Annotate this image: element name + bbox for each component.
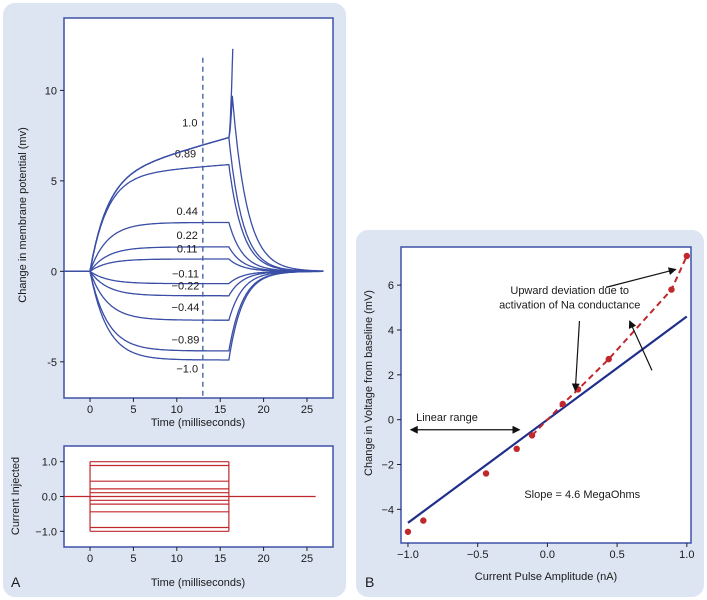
current-x-axis-label: Time (milliseconds) xyxy=(151,577,245,589)
current-x-tick-label: 0 xyxy=(87,553,93,565)
data-point xyxy=(528,432,536,439)
voltage-x-tick-label: 5 xyxy=(130,404,136,416)
data-point xyxy=(420,517,427,524)
current-y-axis-label: Current Injected xyxy=(10,457,22,535)
data-point xyxy=(605,355,612,363)
voltage-trace-label: 1.0 xyxy=(182,118,197,130)
voltage-trace-label: 0.11 xyxy=(177,243,198,255)
iv-y-tick-label: 4 xyxy=(388,325,394,337)
deviation-annotation-line-2: activation of Na conductance xyxy=(499,300,640,312)
iv-y-axis-label: Change in Voltage from baseline (mV) xyxy=(363,290,375,476)
current-plot: 0 5 10 15 20 25 −1.0 0.0 1.0 xyxy=(35,457,316,565)
current-y-tick-label: 1.0 xyxy=(42,457,57,469)
panel-label-a: A xyxy=(11,574,21,590)
panel-label-b: B xyxy=(365,574,374,590)
action-potential-trace xyxy=(64,48,234,272)
voltage-trace-label: −0.22 xyxy=(172,280,200,292)
iv-x-tick-label: 0.0 xyxy=(540,549,555,561)
iv-y-tick-label: −4 xyxy=(381,504,394,516)
data-point xyxy=(668,286,675,293)
voltage-trace-label: −0.44 xyxy=(172,302,200,314)
voltage-trace-label: −0.89 xyxy=(172,335,200,347)
slope-annotation: Slope = 4.6 MegaOhms xyxy=(524,489,640,501)
iv-x-tick-label: −0.5 xyxy=(467,549,489,561)
data-point xyxy=(559,400,566,408)
voltage-trace xyxy=(64,270,324,361)
arrow-to-top-point xyxy=(605,267,677,288)
voltage-x-tick-label: 25 xyxy=(301,404,313,416)
arrow-to-dashed-curve-2 xyxy=(628,320,653,371)
iv-y-tick-label: −2 xyxy=(381,460,394,472)
voltage-y-tick-label: 0 xyxy=(51,266,57,278)
current-x-tick-label: 15 xyxy=(214,553,226,565)
voltage-trace-label: −1.0 xyxy=(176,364,198,376)
voltage-x-tick-label: 20 xyxy=(257,404,269,416)
data-point xyxy=(482,470,490,477)
data-point xyxy=(683,252,691,260)
arrow-to-dashed-curve-1 xyxy=(571,320,581,392)
voltage-trace-label: −0.11 xyxy=(172,269,199,281)
iv-x-tick-label: 0.5 xyxy=(609,549,624,561)
voltage-x-axis-label: Time (milliseconds) xyxy=(151,417,245,429)
iv-plot: −1.0 −0.5 0.0 0.5 1.0 −4 −2 0 2 4 6 Upward deviatio… xyxy=(381,252,694,561)
current-x-tick-label: 10 xyxy=(171,553,183,565)
iv-y-tick-label: 0 xyxy=(388,415,394,427)
data-point xyxy=(404,528,412,535)
voltage-trace-label: 0.22 xyxy=(177,230,198,242)
voltage-x-tick-label: 0 xyxy=(87,404,93,416)
voltage-y-tick-label: 5 xyxy=(51,176,57,188)
iv-x-tick-label: −1.0 xyxy=(397,549,419,561)
voltage-plot-frame xyxy=(63,17,334,399)
voltage-y-axis-label: Change in membrane potential (mv) xyxy=(17,127,29,302)
voltage-y-tick-label: 10 xyxy=(45,85,57,97)
voltage-trace xyxy=(64,163,324,272)
voltage-x-tick-label: 10 xyxy=(171,404,183,416)
linear-range-annotation: Linear range xyxy=(416,412,478,424)
current-x-tick-label: 25 xyxy=(301,553,313,565)
current-x-tick-label: 5 xyxy=(130,553,136,565)
voltage-y-tick-label: -5 xyxy=(47,357,57,369)
current-x-tick-label: 20 xyxy=(257,553,269,565)
iv-y-tick-label: 6 xyxy=(388,280,394,292)
iv-x-tick-label: 1.0 xyxy=(679,549,694,561)
current-y-tick-label: 0.0 xyxy=(42,492,57,504)
iv-x-axis-label: Current Pulse Amplitude (nA) xyxy=(475,571,617,583)
deviation-annotation-line-1: Upward deviation due to xyxy=(510,285,629,297)
data-point xyxy=(513,445,520,453)
current-y-tick-label: −1.0 xyxy=(35,526,57,538)
iv-plot-frame xyxy=(400,246,692,544)
voltage-x-tick-label: 15 xyxy=(214,404,226,416)
iv-y-tick-label: 2 xyxy=(388,370,394,382)
voltage-trace-label: 0.44 xyxy=(177,206,198,218)
voltage-plot: 0 5 10 15 20 25-505101.00.890.440.220.11−0.11… xyxy=(45,48,324,416)
